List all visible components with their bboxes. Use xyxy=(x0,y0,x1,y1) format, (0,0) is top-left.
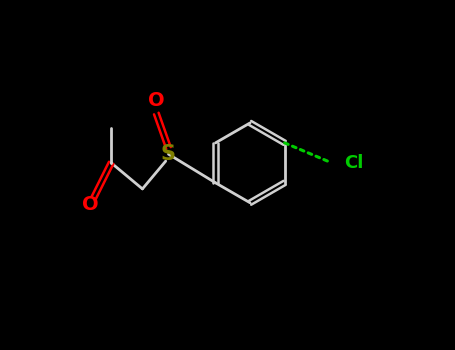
Text: Cl: Cl xyxy=(344,154,363,172)
Text: O: O xyxy=(148,91,165,110)
Text: O: O xyxy=(82,195,99,214)
Text: S: S xyxy=(161,144,176,164)
